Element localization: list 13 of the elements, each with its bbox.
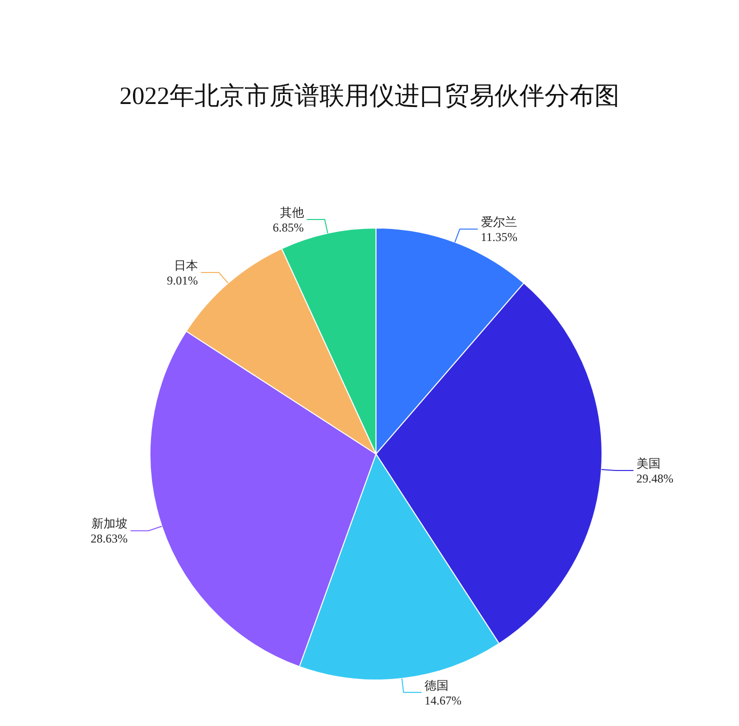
data-label: 28.63%: [90, 532, 128, 546]
slice-label: 德国: [424, 678, 449, 692]
slice-label: 日本: [174, 258, 198, 273]
data-label: 29.48%: [636, 471, 674, 486]
slice-label: 其他: [280, 206, 304, 220]
slice-label: 美国: [636, 456, 660, 470]
slice-label: 新加坡: [92, 516, 128, 531]
chart-title: 2022年北京市质谱联用仪进口贸易伙伴分布图: [120, 82, 620, 110]
data-label: 9.01%: [166, 274, 198, 288]
slice-label: 爱尔兰: [480, 215, 517, 230]
data-label: 6.85%: [272, 220, 304, 235]
data-label: 14.67%: [424, 693, 462, 708]
data-label: 11.35%: [480, 230, 518, 244]
